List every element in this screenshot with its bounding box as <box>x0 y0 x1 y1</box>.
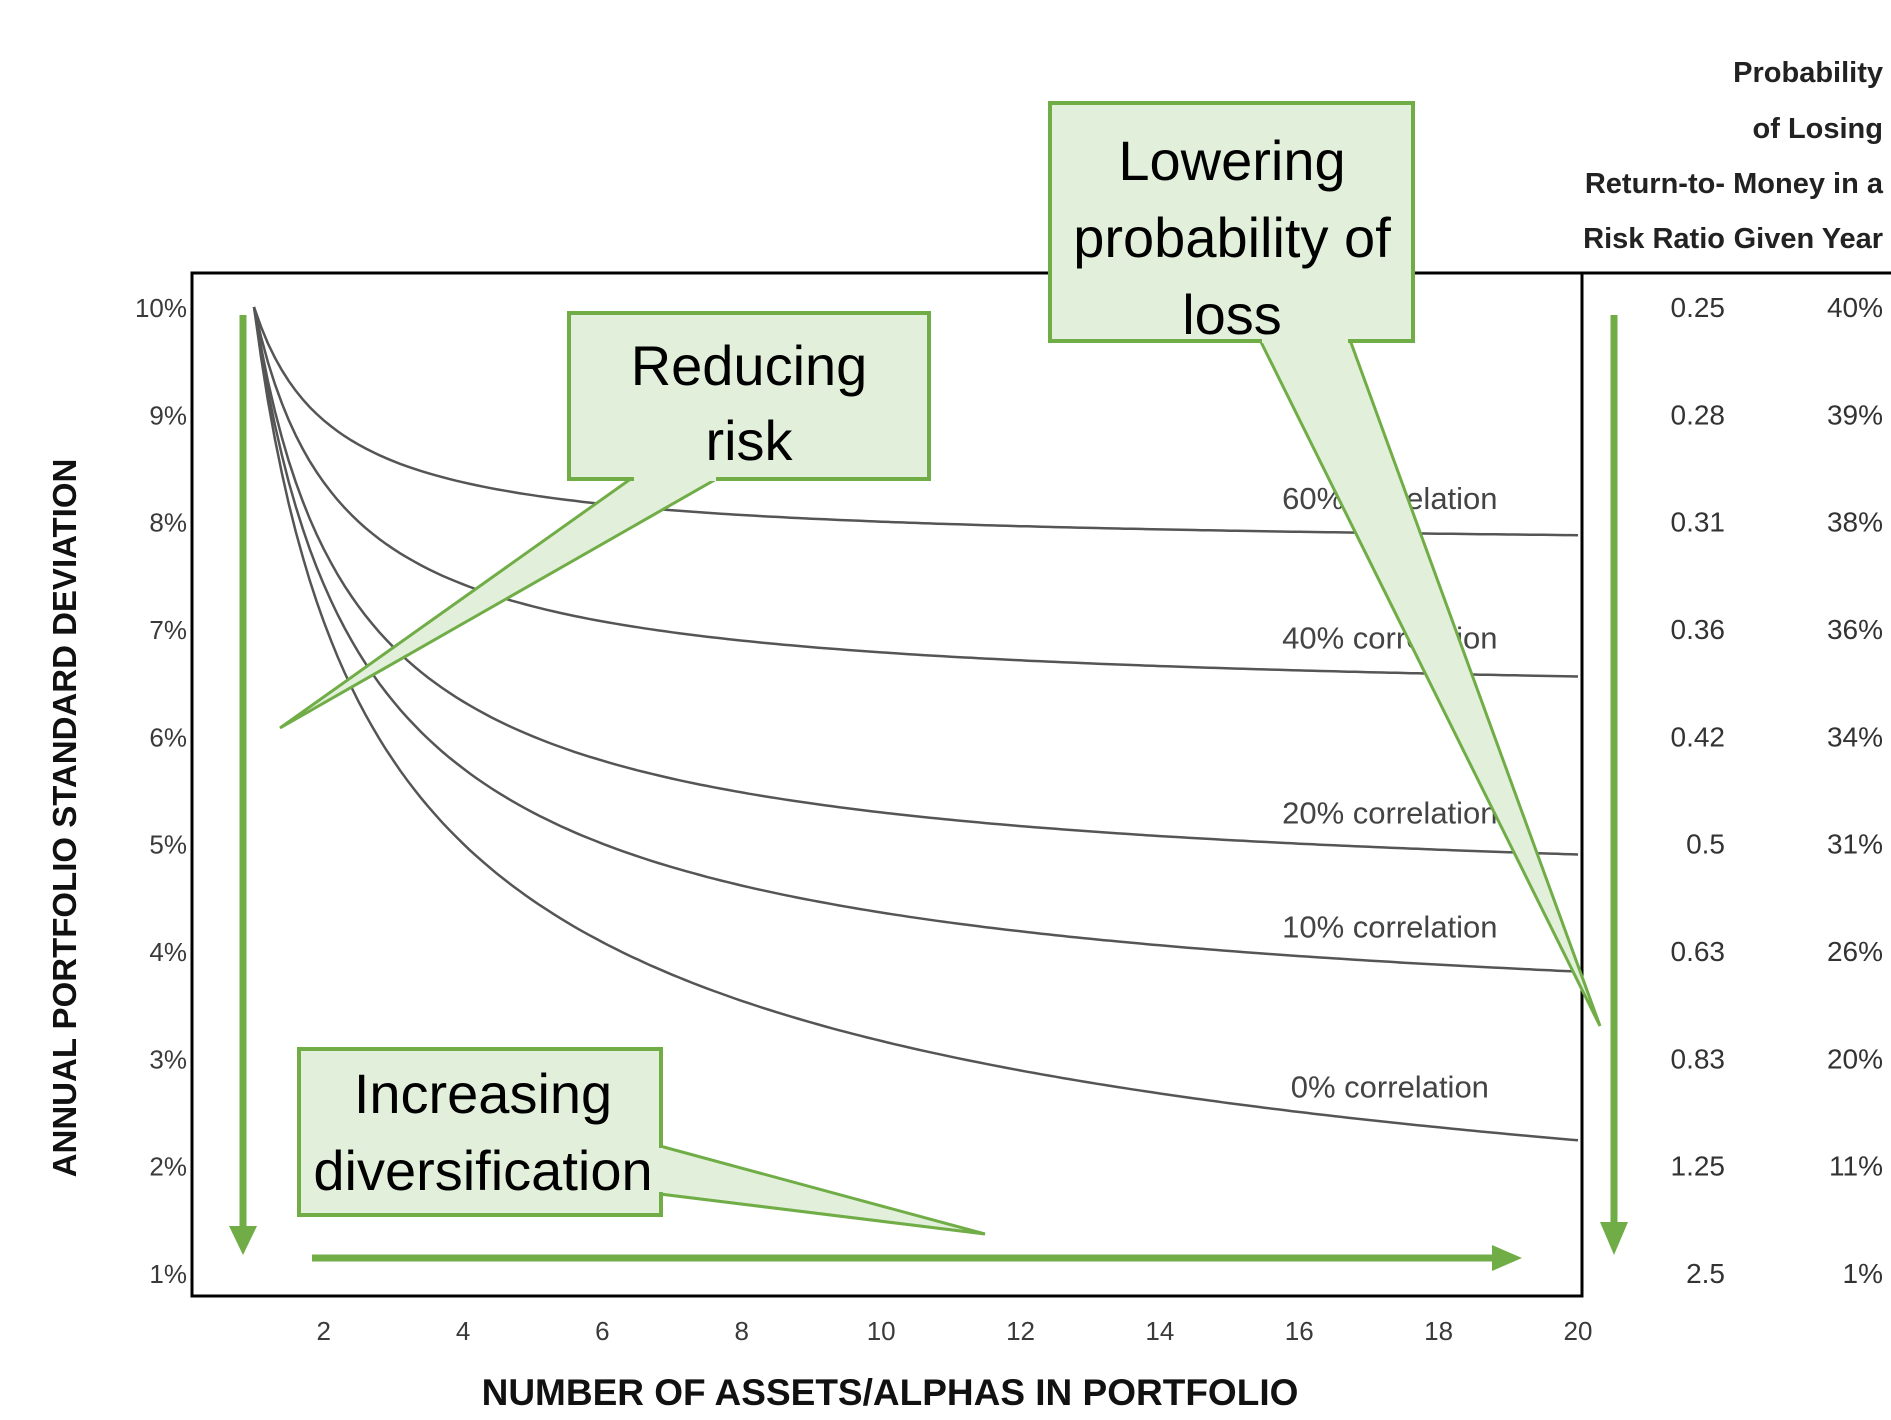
x-tick-label: 6 <box>595 1316 609 1346</box>
table-header-text: Given Year <box>1734 223 1883 255</box>
ratio-cell: 0.28 <box>1671 399 1726 430</box>
y-axis-title: ANNUAL PORTFOLIO STANDARD DEVIATION <box>46 459 83 1178</box>
down-arrow-right <box>1600 315 1628 1255</box>
callout-lowering-probability: Lowering probability of loss <box>1048 101 1602 1027</box>
curve-20-correlation <box>252 306 1579 856</box>
table-header-text: Risk Ratio <box>1583 223 1725 255</box>
probability-cell: 20% <box>1827 1043 1883 1074</box>
x-axis-ticks: 2 4 6 8 10 12 14 16 18 20 <box>316 1316 1592 1346</box>
curve-label: 20% correlation <box>1282 795 1497 830</box>
table-header-text: Return-to- <box>1585 168 1725 200</box>
y-tick-label: 9% <box>149 400 187 430</box>
table-header-text: Probability <box>1733 57 1883 89</box>
curve-label: 0% correlation <box>1291 1070 1489 1105</box>
callout-text: Reducing <box>631 334 868 397</box>
ratio-cell: 2.5 <box>1686 1258 1725 1289</box>
table-header-text: Money in a <box>1733 168 1884 200</box>
x-tick-label: 14 <box>1145 1316 1174 1346</box>
callout-text: Lowering <box>1118 129 1345 192</box>
ratio-cell: 0.36 <box>1671 614 1726 645</box>
callout-text: probability of <box>1073 206 1391 269</box>
curve-label: 10% correlation <box>1282 909 1497 944</box>
probability-cell: 40% <box>1827 292 1883 323</box>
callout-text: Increasing <box>354 1062 612 1125</box>
probability-cell: 26% <box>1827 936 1883 967</box>
x-tick-label: 10 <box>867 1316 896 1346</box>
y-tick-label: 2% <box>149 1152 187 1182</box>
ratio-cell: 0.83 <box>1671 1043 1726 1074</box>
x-tick-label: 18 <box>1424 1316 1453 1346</box>
x-tick-label: 12 <box>1006 1316 1035 1346</box>
probability-cell: 39% <box>1827 399 1883 430</box>
probability-cell: 11% <box>1829 1151 1883 1182</box>
ratio-cell: 0.63 <box>1671 936 1726 967</box>
ratio-cell: 0.5 <box>1686 829 1725 860</box>
x-axis-title: NUMBER OF ASSETS/ALPHAS IN PORTFOLIO <box>482 1372 1299 1413</box>
callout-text: risk <box>705 409 793 472</box>
y-tick-label: 3% <box>149 1044 187 1074</box>
y-tick-label: 10% <box>135 293 187 323</box>
callout-increasing-diversification: Increasing diversification <box>297 1047 986 1236</box>
callout-text: diversification <box>313 1139 652 1202</box>
probability-cell: 38% <box>1827 507 1883 538</box>
curve-0-correlation <box>252 306 1579 1142</box>
ratio-cell: 1.25 <box>1671 1151 1726 1182</box>
down-arrow-left <box>229 315 257 1255</box>
x-tick-label: 20 <box>1564 1316 1593 1346</box>
ratio-cell: 0.31 <box>1671 507 1726 538</box>
x-tick-label: 4 <box>456 1316 470 1346</box>
probability-cell: 1% <box>1843 1258 1883 1289</box>
y-tick-label: 4% <box>149 937 187 967</box>
y-tick-label: 8% <box>149 508 187 538</box>
plot-frame <box>190 271 1584 1298</box>
ratio-cell: 0.25 <box>1671 292 1726 323</box>
y-tick-label: 1% <box>149 1259 187 1289</box>
y-tick-label: 5% <box>149 830 187 860</box>
y-tick-label: 6% <box>149 722 187 752</box>
callout-text: loss <box>1182 283 1282 346</box>
callout-reducing-risk: Reducing risk <box>279 311 931 730</box>
right-arrow-bottom <box>312 1245 1522 1271</box>
x-tick-label: 16 <box>1285 1316 1314 1346</box>
ratio-cell: 0.42 <box>1671 721 1726 752</box>
curve-label: 40% correlation <box>1282 621 1497 656</box>
x-tick-label: 8 <box>735 1316 749 1346</box>
y-axis-ticks: 1% 2% 3% 4% 5% 6% 7% 8% 9% 10% <box>135 293 187 1289</box>
side-table: Return-to- Risk Ratio Probability of Losing… <box>1583 57 1884 1289</box>
table-header-text: of Losing <box>1753 113 1883 145</box>
probability-cell: 36% <box>1827 614 1883 645</box>
curve-10-correlation <box>252 306 1579 973</box>
x-tick-label: 2 <box>316 1316 330 1346</box>
y-tick-label: 7% <box>149 615 187 645</box>
probability-cell: 34% <box>1827 721 1883 752</box>
probability-cell: 31% <box>1827 829 1883 860</box>
